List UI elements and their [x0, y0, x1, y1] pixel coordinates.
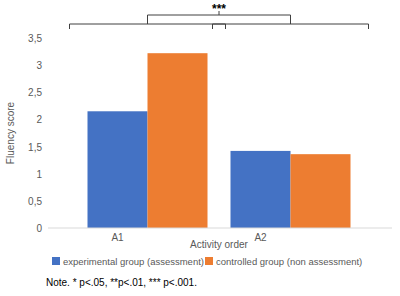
- bars: [88, 53, 351, 228]
- significance-annotation: ***: [212, 2, 226, 16]
- y-tick: [44, 146, 48, 147]
- y-tick-label: 3,5: [28, 33, 42, 44]
- legend-swatch: [52, 257, 60, 265]
- y-axis-label: Fluency score: [5, 101, 16, 164]
- x-tick-label: A1: [111, 232, 124, 243]
- x-axis: [48, 228, 392, 229]
- chart-container: 0 0,5 1 1,5 2 2,5 3 3,5 A1 A2 Activity order Fluenc…: [0, 0, 400, 296]
- bar: [291, 154, 351, 228]
- x-axis-label: Activity order: [190, 239, 248, 250]
- legend-label: experimental group (assessment): [63, 256, 204, 267]
- y-tick: [44, 173, 48, 174]
- y-tick: [44, 200, 48, 201]
- chart-svg: 0 0,5 1 1,5 2 2,5 3 3,5 A1 A2 Activity order Fluenc…: [0, 0, 400, 296]
- y-tick-label: 0: [36, 223, 42, 234]
- legend-label: controlled group (non assessment): [216, 256, 362, 267]
- y-tick: [44, 228, 48, 229]
- note: Note. * p<.05, **p<.01, *** p<.001.: [46, 277, 197, 288]
- y-tick: [44, 119, 48, 120]
- y-tick: [44, 38, 48, 39]
- y-tick-label: 3: [36, 60, 42, 71]
- x-tick-label: A2: [254, 232, 267, 243]
- bar: [148, 53, 208, 228]
- y-tick-label: 1: [36, 169, 42, 180]
- bracket: [213, 19, 369, 29]
- legend-swatch: [205, 257, 213, 265]
- y-tick-label: 2,5: [28, 87, 42, 98]
- y-tick: [44, 65, 48, 66]
- y-tick-label: 0,5: [28, 196, 42, 207]
- bracket: [70, 19, 226, 29]
- bar: [231, 151, 291, 228]
- y-tick-label: 1,5: [28, 142, 42, 153]
- y-tick-label: 2: [36, 114, 42, 125]
- bar: [88, 111, 148, 228]
- y-tick: [44, 92, 48, 93]
